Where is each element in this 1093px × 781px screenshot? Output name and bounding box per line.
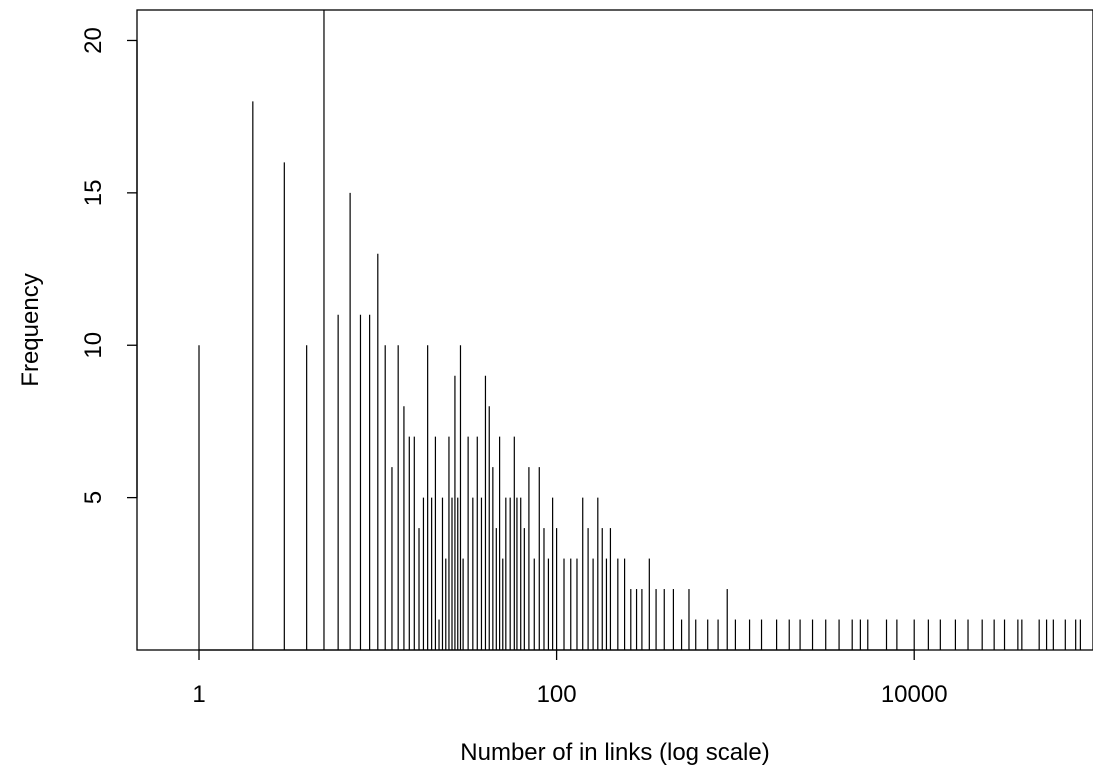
x-tick-label: 1 [192,681,205,708]
y-axis-label: Frequency [17,273,44,386]
x-axis: 1 100 10000 [192,649,948,708]
y-tick-label: 5 [80,491,107,504]
plot-frame [136,9,1093,651]
x-tick-label: 100 [537,681,577,708]
y-tick-label: 10 [80,332,107,359]
y-axis: 5 10 15 20 [80,27,138,504]
x-axis-label: Number of in links (log scale) [460,739,769,766]
frequency-spikes [198,10,1081,650]
y-tick-label: 20 [80,27,107,54]
x-tick-label: 10000 [881,681,948,708]
y-tick-label: 15 [80,180,107,207]
